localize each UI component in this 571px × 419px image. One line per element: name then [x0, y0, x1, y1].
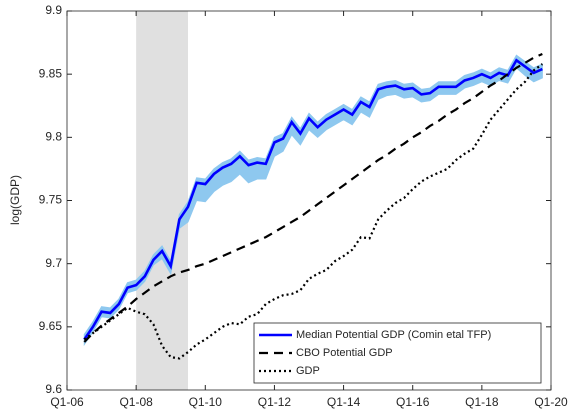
x-tick-label: Q1-08 [119, 395, 153, 409]
y-axis-label: log(GDP) [8, 175, 22, 225]
y-tick-label: 9.75 [39, 193, 63, 207]
legend-label: CBO Potential GDP [296, 347, 393, 359]
x-tick-label: Q1-06 [50, 395, 84, 409]
x-tick-label: Q1-18 [465, 395, 499, 409]
x-tick-label: Q1-16 [396, 395, 430, 409]
y-tick-label: 9.85 [39, 66, 63, 80]
recession-shade [136, 11, 188, 390]
legend-label: GDP [296, 365, 320, 377]
legend-label: Median Potential GDP (Comin etal TFP) [296, 329, 491, 341]
x-tick-label: Q1-14 [327, 395, 361, 409]
series-line [83, 58, 543, 341]
y-tick-label: 9.6 [45, 382, 62, 396]
x-tick-label: Q1-10 [189, 395, 223, 409]
series-line [83, 52, 543, 343]
x-tick-label: Q1-20 [534, 395, 568, 409]
y-tick-label: 9.65 [39, 319, 63, 333]
x-tick-label: Q1-12 [258, 395, 292, 409]
y-tick-label: 9.7 [45, 256, 62, 270]
legend-box [253, 322, 542, 384]
legend: Median Potential GDP (Comin etal TFP) CBO… [253, 322, 542, 384]
y-tick-label: 9.8 [45, 130, 62, 144]
y-tick-label: 9.9 [45, 3, 62, 17]
uncertainty-band [83, 54, 543, 347]
